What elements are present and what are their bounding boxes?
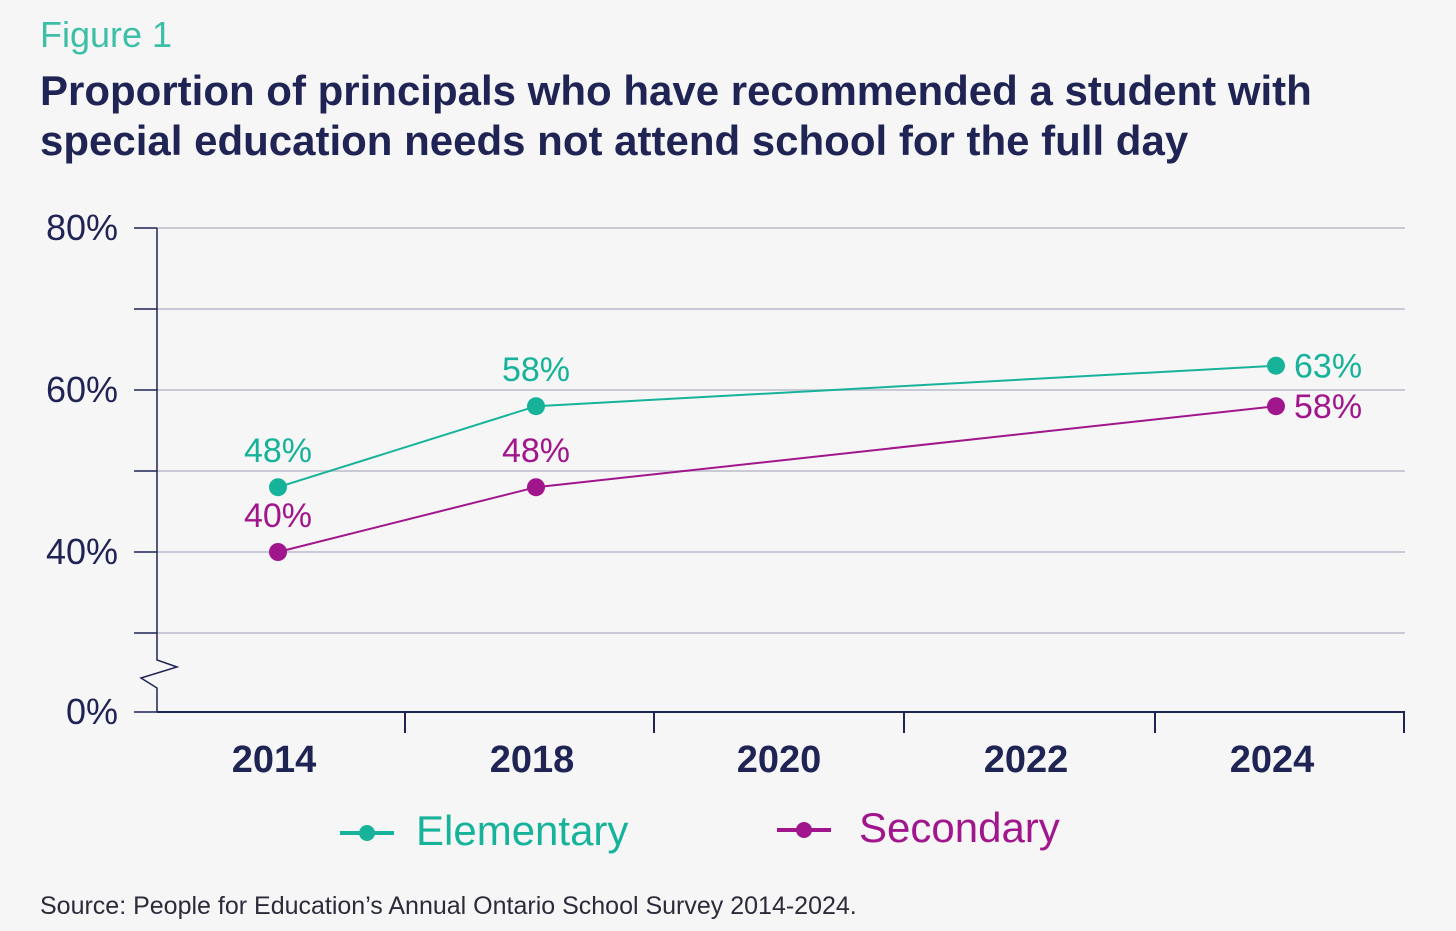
x-tick-label: 2022 — [984, 739, 1069, 781]
data-label: 48% — [244, 432, 312, 470]
data-label: 63% — [1294, 348, 1362, 386]
y-tick-label: 60% — [46, 369, 118, 410]
legend-marker — [359, 825, 375, 841]
y-tick-label: 80% — [46, 207, 118, 248]
data-label: 48% — [502, 432, 570, 470]
y-tick-label: 0% — [66, 691, 118, 732]
data-label: 40% — [244, 497, 312, 535]
data-point — [269, 478, 287, 497]
chart-title: Proportion of principals who have recomm… — [40, 67, 1312, 164]
y-axis-break — [139, 655, 180, 712]
data-point — [527, 397, 545, 416]
data-label: 58% — [1294, 388, 1362, 426]
x-tick-label: 2014 — [232, 739, 317, 781]
figure-label: Figure 1 — [40, 14, 173, 55]
data-point — [269, 543, 287, 561]
series-line-elementary — [277, 364, 1277, 489]
x-tick-label: 2018 — [490, 739, 575, 781]
legend-marker — [796, 822, 812, 838]
x-tick-label: 2020 — [737, 739, 822, 781]
legend-label: Secondary — [859, 804, 1060, 851]
y-tick-label: 40% — [46, 531, 118, 572]
data-label: 58% — [502, 351, 570, 389]
legend-label: Elementary — [416, 807, 628, 854]
data-point — [527, 478, 545, 497]
series-line-secondary — [277, 405, 1277, 553]
data-point — [1267, 397, 1285, 416]
data-point — [1267, 356, 1285, 375]
source-note: Source: People for Education’s Annual On… — [40, 892, 857, 920]
x-tick-label: 2024 — [1230, 739, 1315, 781]
